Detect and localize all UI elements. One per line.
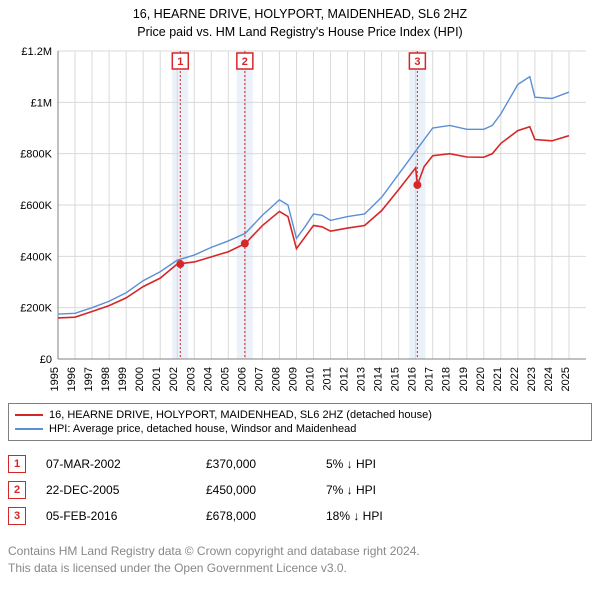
legend-swatch [15,428,43,430]
x-tick-label: 2015 [390,367,402,391]
x-tick-label: 1999 [117,367,129,391]
legend-label: 16, HEARNE DRIVE, HOLYPORT, MAIDENHEAD, … [49,409,432,421]
transaction-date: 22-DEC-2005 [46,483,206,497]
footer-line2: This data is licensed under the Open Gov… [8,560,592,577]
chart-container: 16, HEARNE DRIVE, HOLYPORT, MAIDENHEAD, … [0,0,600,583]
x-tick-label: 2019 [458,367,470,391]
transaction-badge: 2 [8,481,26,499]
x-tick-label: 2002 [168,367,180,391]
transaction-row: 1 07-MAR-2002£370,0005% ↓ HPI [8,451,592,477]
x-tick-label: 2007 [253,367,265,391]
transaction-diff: 7% ↓ HPI [326,483,466,497]
marker-badge-label: 1 [177,56,183,68]
y-tick-label: £600K [20,200,52,212]
title-line2: Price paid vs. HM Land Registry's House … [8,24,592,42]
x-tick-label: 2024 [543,367,555,391]
y-tick-label: £400K [20,251,52,263]
x-tick-label: 2008 [270,367,282,391]
x-tick-label: 2021 [492,367,504,391]
x-tick-label: 2009 [287,367,299,391]
sale-dot [176,260,184,268]
x-tick-label: 2001 [151,367,163,391]
chart-svg: 1 2 3 £0 £200K £400K £600K £800K £1M £1.2M 1995 199… [8,45,592,395]
marker-badge-label: 3 [414,56,420,68]
x-tick-label: 2005 [219,367,231,391]
transactions-table: 1 07-MAR-2002£370,0005% ↓ HPI 2 22-DEC-2005… [8,451,592,529]
y-tick-label: £1M [31,97,52,109]
x-tick-label: 2014 [373,367,385,391]
y-tick-label: £1.2M [21,46,52,58]
x-tick-label: 2003 [185,367,197,391]
transaction-badge: 1 [8,455,26,473]
transaction-badge: 3 [8,507,26,525]
x-tick-label: 2023 [526,367,538,391]
transaction-diff: 5% ↓ HPI [326,457,466,471]
y-tick-label: £0 [40,354,52,366]
transaction-price: £678,000 [206,509,326,523]
x-tick-label: 1997 [83,367,95,391]
chart: 1 2 3 £0 £200K £400K £600K £800K £1M £1.2M 1995 199… [8,45,592,395]
x-tick-label: 1996 [66,367,78,391]
x-tick-label: 2025 [560,367,572,391]
x-tick-label: 2012 [339,367,351,391]
x-tick-label: 2006 [236,367,248,391]
sale-dot [413,181,421,189]
footer-line1: Contains HM Land Registry data © Crown c… [8,543,592,560]
transaction-date: 05-FEB-2016 [46,509,206,523]
transaction-diff: 18% ↓ HPI [326,509,466,523]
title-line1: 16, HEARNE DRIVE, HOLYPORT, MAIDENHEAD, … [8,6,592,24]
x-tick-label: 2010 [304,367,316,391]
legend-label: HPI: Average price, detached house, Wind… [49,423,356,435]
title-block: 16, HEARNE DRIVE, HOLYPORT, MAIDENHEAD, … [8,6,592,41]
x-tick-label: 2000 [134,367,146,391]
x-tick-label: 1995 [49,367,61,391]
transaction-row: 3 05-FEB-2016£678,00018% ↓ HPI [8,503,592,529]
x-tick-label: 2017 [424,367,436,391]
transaction-price: £370,000 [206,457,326,471]
sale-dot [241,240,249,248]
marker-badge-label: 2 [242,56,248,68]
x-tick-label: 1998 [100,367,112,391]
y-tick-label: £200K [20,303,52,315]
legend: 16, HEARNE DRIVE, HOLYPORT, MAIDENHEAD, … [8,403,592,441]
x-tick-label: 2016 [407,367,419,391]
legend-row: 16, HEARNE DRIVE, HOLYPORT, MAIDENHEAD, … [15,408,585,422]
transaction-price: £450,000 [206,483,326,497]
y-tick-label: £800K [20,149,52,161]
x-tick-label: 2020 [475,367,487,391]
footer-note: Contains HM Land Registry data © Crown c… [8,543,592,577]
x-tick-label: 2022 [509,367,521,391]
x-tick-label: 2013 [356,367,368,391]
transaction-date: 07-MAR-2002 [46,457,206,471]
x-tick-label: 2004 [202,367,214,391]
legend-swatch [15,414,43,416]
legend-row: HPI: Average price, detached house, Wind… [15,422,585,436]
x-tick-label: 2018 [441,367,453,391]
x-tick-label: 2011 [322,367,334,391]
transaction-row: 2 22-DEC-2005£450,0007% ↓ HPI [8,477,592,503]
